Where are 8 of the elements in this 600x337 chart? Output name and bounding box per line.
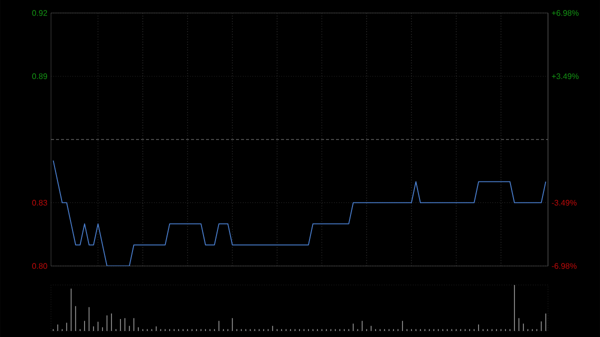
y2-tick-label: -3.49%: [552, 200, 577, 206]
y2-tick-label: +6.98%: [552, 10, 579, 16]
y-tick-label: 0.80: [32, 263, 48, 269]
y2-tick-label: +3.49%: [552, 73, 579, 80]
y2-tick-label: -6.98%: [552, 263, 577, 269]
y-tick-label: 0.92: [32, 10, 48, 16]
y-tick-label: 0.83: [32, 200, 48, 206]
y-tick-label: 0.89: [32, 73, 48, 80]
